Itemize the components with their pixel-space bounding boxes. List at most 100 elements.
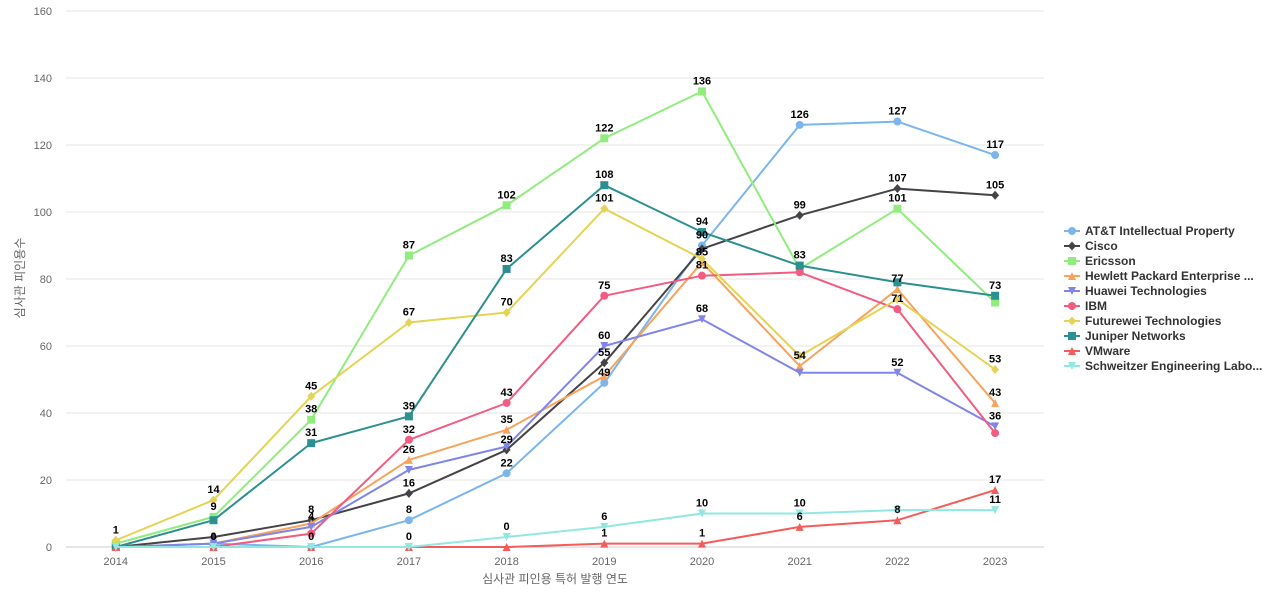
legend-marker [1068, 362, 1076, 370]
x-tick-label: 2022 [885, 556, 909, 568]
data-point [991, 298, 1000, 307]
gridlines [66, 10, 1044, 548]
y-tick-label: 60 [40, 341, 52, 353]
legend-item[interactable]: Hewlett Packard Enterprise ... [1064, 269, 1254, 283]
data-label: 0 [308, 531, 314, 543]
data-point [698, 244, 706, 254]
series-line-5 [115, 271, 996, 548]
data-label: 75 [598, 280, 610, 292]
legend-label: Huawei Technologies [1085, 284, 1207, 298]
data-point [698, 254, 706, 264]
data-label: 1 [113, 524, 119, 536]
data-point [404, 543, 413, 551]
data-label: 117 [986, 139, 1004, 151]
data-point [502, 398, 511, 407]
y-tick-label: 20 [40, 475, 52, 487]
data-point [698, 87, 706, 96]
legend-label: Ericsson [1085, 254, 1136, 268]
legend-label: AT&T Intellectual Property [1085, 224, 1235, 238]
data-label: 136 [693, 75, 711, 87]
data-point [991, 151, 1000, 160]
data-point [404, 318, 413, 328]
data-label: 0 [210, 531, 216, 543]
legend-marker [1068, 272, 1076, 280]
legend-label: Juniper Networks [1085, 329, 1186, 343]
legend-item[interactable]: AT&T Intellectual Property [1064, 224, 1235, 238]
data-point [991, 364, 1000, 374]
data-label: 60 [598, 330, 610, 342]
x-tick-label: 2016 [299, 556, 323, 568]
data-point [991, 398, 1000, 407]
series-line-1 [115, 187, 996, 548]
data-point [991, 190, 1000, 200]
legend-marker [1068, 241, 1076, 251]
legend-item[interactable]: Futurewei Technologies [1064, 314, 1222, 328]
data-label: 73 [989, 280, 1001, 292]
data-label: 90 [696, 230, 708, 242]
data-label: 36 [989, 410, 1001, 422]
data-point [893, 184, 902, 194]
series-line-4 [115, 318, 996, 548]
data-point [502, 425, 511, 434]
legend-item[interactable]: Cisco [1064, 239, 1118, 253]
series-line-6 [115, 207, 996, 542]
data-label: 53 [989, 353, 1001, 365]
legend-label: Schweitzer Engineering Labo... [1085, 359, 1262, 373]
data-label: 45 [305, 380, 317, 392]
data-label: 6 [797, 511, 803, 523]
legend-item[interactable]: Juniper Networks [1064, 329, 1186, 343]
y-tick-label: 100 [34, 207, 52, 219]
data-label: 22 [500, 457, 512, 469]
data-label: 77 [891, 273, 903, 285]
series-line-7 [115, 184, 996, 548]
data-point [600, 358, 609, 368]
data-point [698, 271, 706, 280]
data-label: 71 [891, 293, 903, 305]
data-label: 32 [403, 424, 415, 436]
legend-item[interactable]: Huawei Technologies [1064, 284, 1207, 298]
data-label: 9 [210, 501, 216, 513]
data-point [893, 506, 902, 515]
legend-label: VMware [1085, 344, 1131, 358]
data-label: 31 [305, 427, 317, 439]
data-point [600, 204, 609, 214]
data-label: 81 [696, 260, 708, 272]
data-point [991, 486, 1000, 495]
data-point [307, 543, 316, 551]
data-label: 38 [305, 404, 317, 416]
legend-item[interactable]: Schweitzer Engineering Labo... [1064, 359, 1262, 373]
legend-marker [1068, 347, 1076, 355]
data-label: 67 [403, 307, 415, 319]
data-label: 4 [308, 511, 315, 523]
data-point [600, 181, 609, 190]
data-point [893, 117, 902, 126]
data-label: 35 [500, 414, 512, 426]
data-label: 68 [696, 303, 708, 315]
data-label: 99 [794, 199, 806, 211]
data-label: 6 [601, 511, 607, 523]
data-point [893, 305, 902, 314]
x-tick-label: 2019 [592, 556, 616, 568]
data-point [600, 378, 609, 387]
x-tick-label: 2020 [690, 556, 714, 568]
data-label: 17 [989, 474, 1001, 486]
data-label: 29 [500, 434, 512, 446]
legend-item[interactable]: IBM [1064, 299, 1107, 313]
data-point [209, 495, 218, 505]
series-line-3 [115, 261, 996, 548]
data-point [698, 315, 706, 324]
data-point [991, 429, 1000, 438]
legend-label: Cisco [1085, 239, 1118, 253]
legend: AT&T Intellectual PropertyCiscoEricssonH… [1064, 224, 1262, 373]
data-label: 1 [601, 528, 607, 540]
legend-item[interactable]: VMware [1064, 344, 1131, 358]
x-axis-title: 심사관 피인용 특허 발행 연도 [482, 571, 628, 586]
data-label: 83 [500, 253, 512, 265]
data-label: 10 [696, 498, 708, 510]
data-point [600, 522, 609, 531]
y-axis-title: 심사관 피인용수 [13, 238, 27, 319]
data-label: 11 [989, 494, 1001, 506]
legend-item[interactable]: Ericsson [1064, 254, 1136, 268]
